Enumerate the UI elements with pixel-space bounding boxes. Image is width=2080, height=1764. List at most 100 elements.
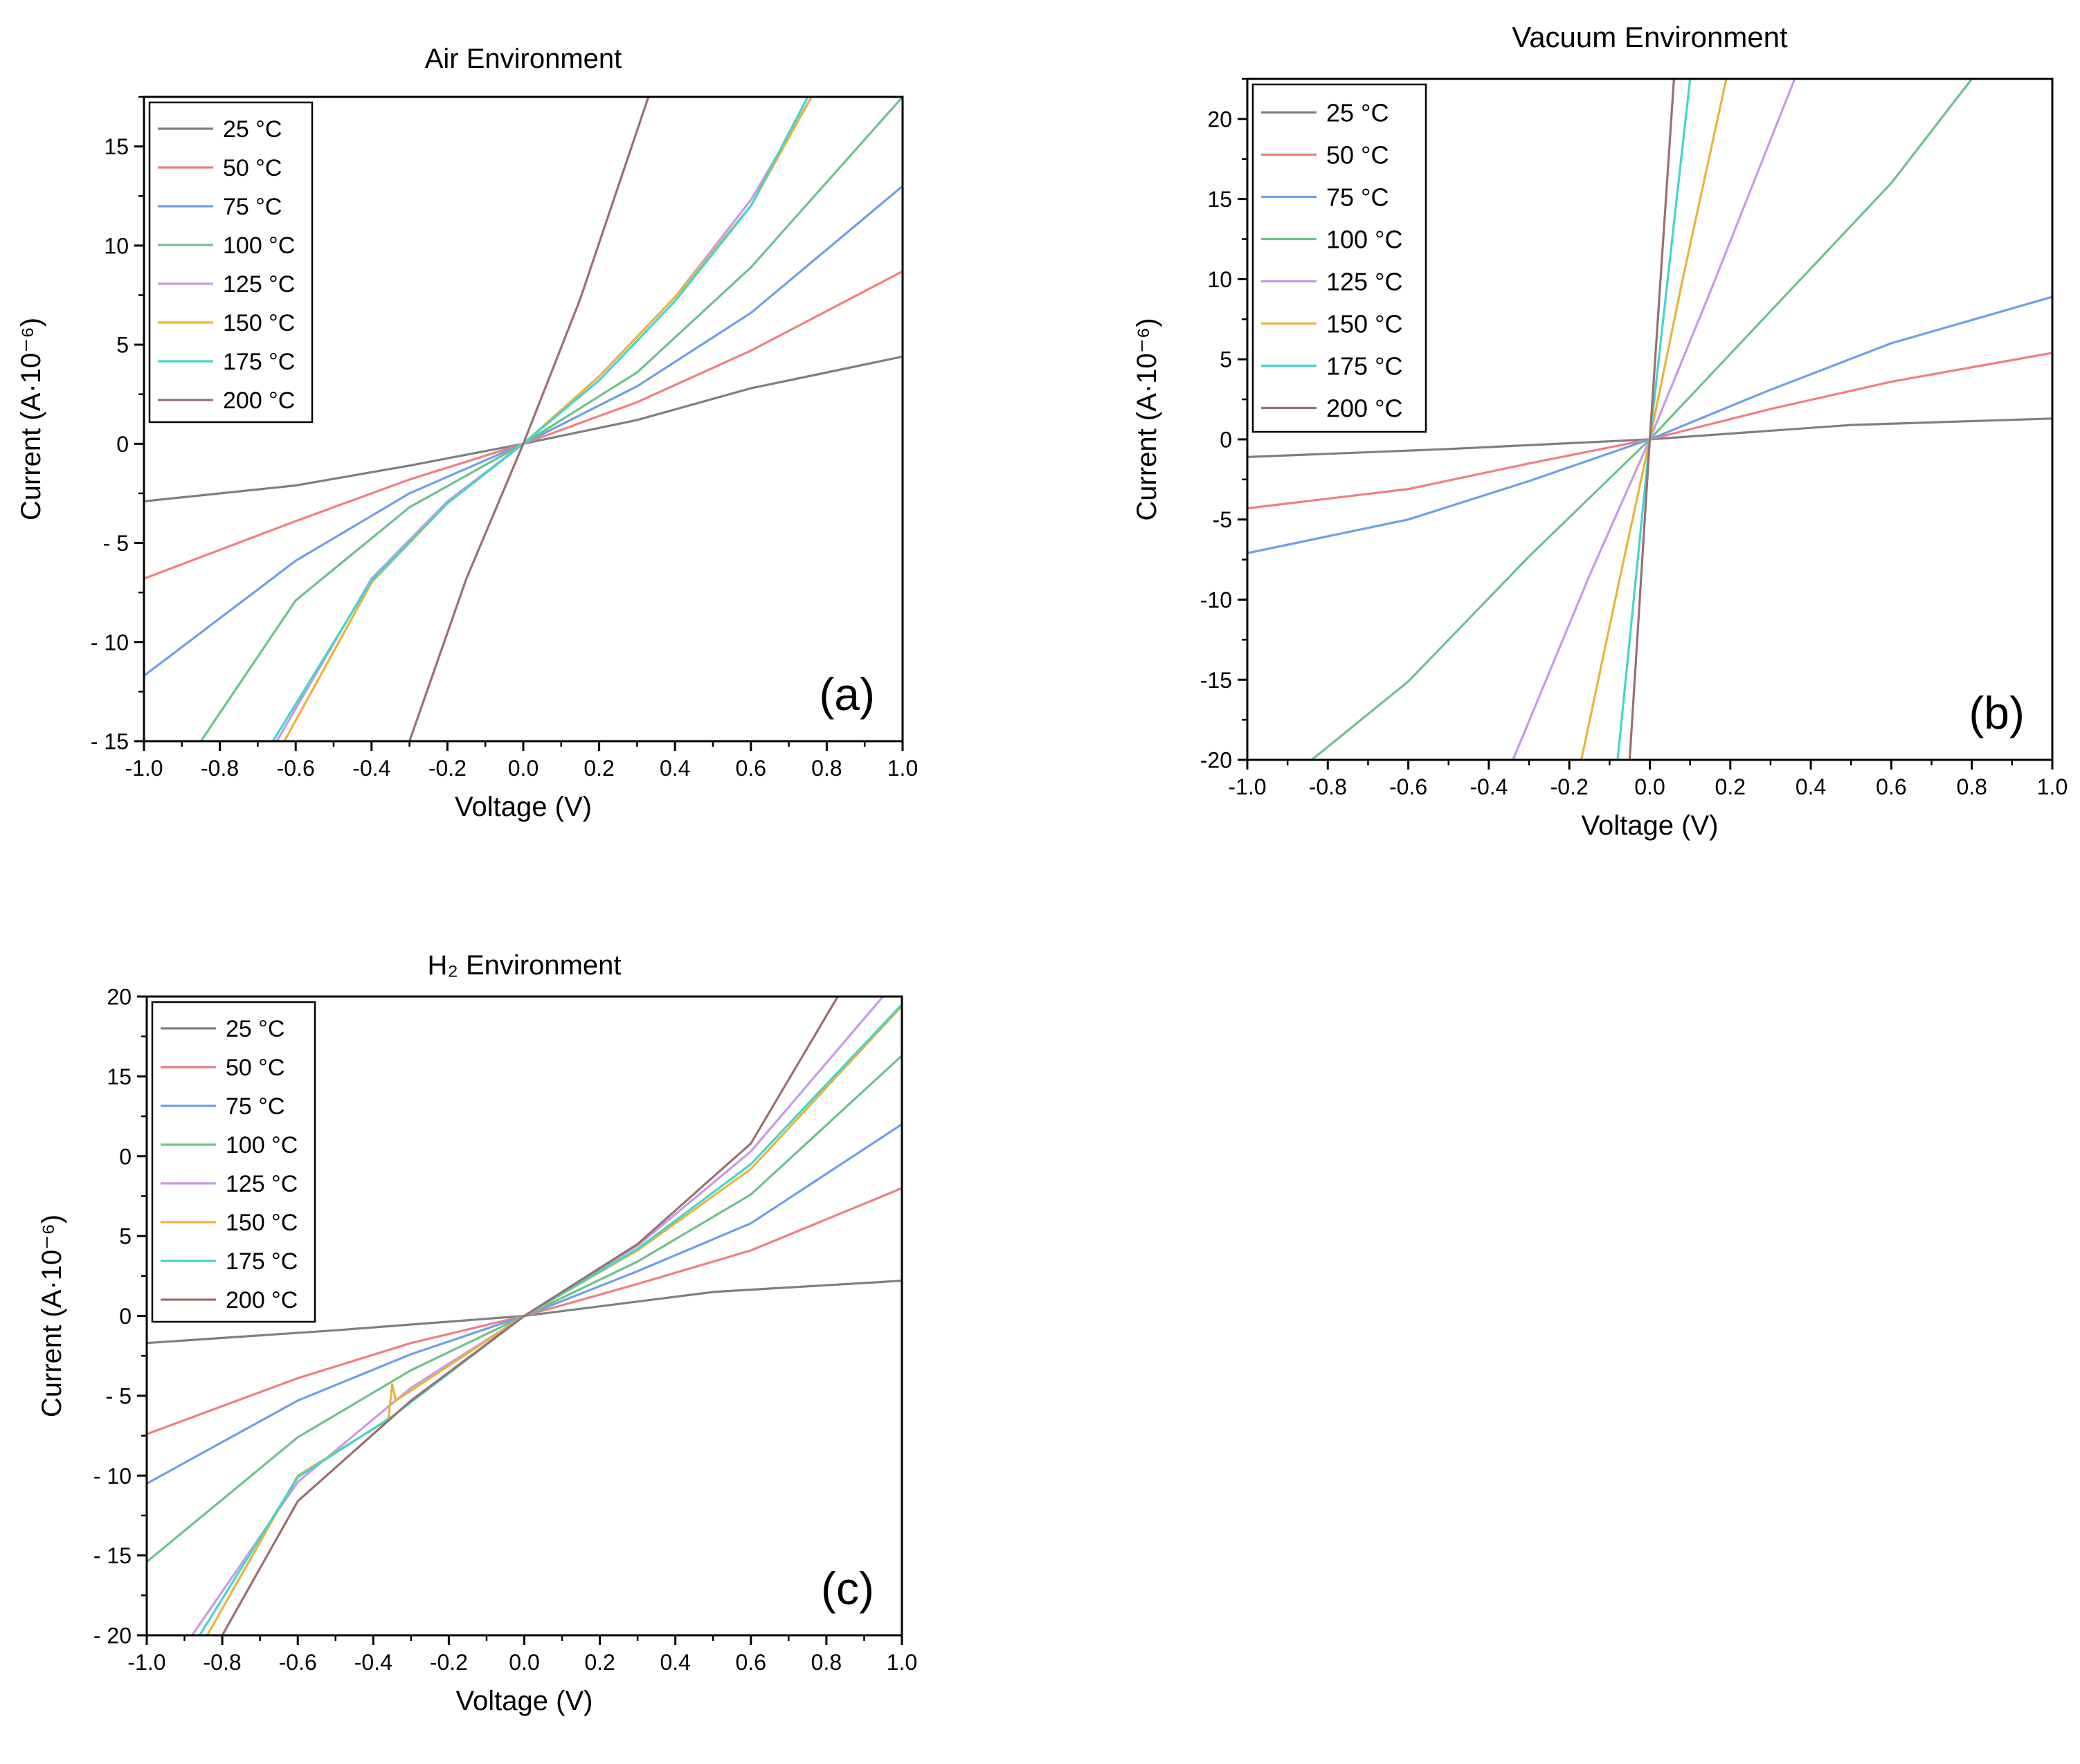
legend-label: 25 °C [223,116,282,143]
x-tick-label: -1.0 [127,1650,165,1675]
x-tick-label: -0.4 [1469,774,1508,799]
y-tick-label: 10 [104,233,129,258]
x-axis-label: Voltage (V) [456,1686,593,1716]
x-tick-label: -1.0 [1228,774,1266,799]
chart-panel-0: -1.0 -0.8 -0.6 -0.4 -0.2 0.0 0.2 0.4 0.6 0.8 1.0 - … [16,44,918,822]
series-line-5 [283,97,813,741]
x-tick-label: 0.2 [1715,774,1746,799]
legend-label: 25 °C [226,1016,284,1042]
x-tick-label: 1.0 [2037,774,2068,799]
legend-box [148,101,314,424]
chart-title: Vacuum Environment [1512,21,1788,53]
legend-label: 100 °C [223,233,295,259]
x-tick-label: 0.8 [811,1650,842,1675]
legend-label: 150 °C [1326,309,1402,338]
x-axis-label: Voltage (V) [1582,810,1719,841]
series-line-6 [271,97,809,741]
y-tick-label: - 15 [91,729,129,754]
y-tick-label: - 20 [93,1624,132,1648]
x-tick-label: 0.0 [508,756,539,781]
legend-label: 150 °C [223,310,295,336]
y-tick-label: 0 [116,432,129,457]
y-tick-label: - 10 [93,1464,132,1489]
legend-label: 50 °C [226,1055,284,1081]
y-tick-label: 20 [1207,107,1232,131]
y-tick-label: 5 [119,1224,132,1249]
y-tick-label: 15 [104,134,129,159]
x-tick-label: -0.2 [1550,774,1589,799]
y-tick-label: - 5 [106,1383,132,1408]
series-group [144,97,903,741]
y-tick-label: 10 [1207,267,1232,292]
legend-label: 200 °C [1326,394,1402,422]
x-tick-label: 0.4 [660,756,690,781]
x-tick-label: -0.8 [204,1650,242,1675]
legend-box [151,1001,316,1323]
panel-label: (b) [1969,687,2025,738]
y-tick-label: - 15 [93,1543,132,1568]
x-tick-label: 0.2 [584,1650,615,1675]
legend-label: 25 °C [1326,98,1389,127]
legend-label: 175 °C [223,349,295,375]
series-group [1247,79,2052,760]
y-axis-label: Current (A·10⁻⁶) [1132,318,1162,520]
x-tick-label: 0.8 [1956,774,1987,799]
x-tick-label: -0.4 [354,1650,392,1675]
legend-label: 175 °C [1326,352,1402,380]
chart-panel-1: -1.0 -0.8 -0.6 -0.4 -0.2 0.0 0.2 0.4 0.6 0.8 1.0 -2… [1132,21,2068,841]
y-tick-label: -20 [1200,748,1232,773]
x-tick-label: -0.2 [430,1650,468,1675]
y-axis-label: Current (A·10⁻⁶) [37,1215,67,1417]
legend: 25 °C 50 °C 75 °C 100 °C 125 °C 150 °C 175 °C 2… [1251,83,1427,433]
x-tick-label: 1.0 [887,756,918,781]
y-tick-label: 0 [119,1304,132,1329]
x-tick-label: 0.8 [811,756,842,781]
legend-label: 75 °C [226,1093,284,1120]
y-tick-label: 5 [116,333,129,358]
legend-label: 75 °C [223,194,282,220]
series-group [147,997,902,1635]
y-tick-label: -5 [1213,507,1232,532]
y-tick-label: -10 [1200,588,1232,612]
y-tick-label: 0 [119,1144,132,1169]
chart-title: Air Environment [425,44,622,74]
x-tick-label: -0.6 [1389,774,1427,799]
y-tick-label: 5 [1220,347,1232,372]
x-axis-label: Voltage (V) [455,792,592,822]
series-line-4 [275,97,813,741]
legend-label: 175 °C [226,1248,298,1275]
x-tick-label: -0.2 [428,756,467,781]
y-tick-label: - 5 [103,531,129,556]
x-tick-label: -0.8 [201,756,239,781]
legend-label: 100 °C [1326,225,1402,253]
legend-label: 125 °C [1326,267,1402,295]
series-line-5 [1580,79,1728,760]
x-tick-label: 0.0 [509,1650,539,1675]
legend-label: 200 °C [226,1287,298,1313]
legend-label: 100 °C [226,1132,298,1158]
x-tick-label: 0.2 [584,756,614,781]
series-line-7 [1628,79,1675,760]
y-tick-label: 15 [107,1064,132,1089]
legend-box [1251,83,1427,433]
x-tick-label: -0.6 [277,756,315,781]
panel-label: (a) [819,669,875,720]
panel-label: (c) [821,1563,874,1614]
x-tick-label: 0.4 [660,1650,690,1675]
x-tick-label: 0.4 [1796,774,1826,799]
legend-label: 200 °C [223,388,295,414]
chart-panel-2: -1.0 -0.8 -0.6 -0.4 -0.2 0.0 0.2 0.4 0.6 0.8 1.0 - … [37,950,917,1716]
x-tick-label: 1.0 [887,1650,917,1675]
y-axis-label: Current (A·10⁻⁶) [16,318,46,520]
legend-label: 50 °C [223,155,282,181]
x-tick-label: -0.6 [279,1650,317,1675]
y-tick-label: 20 [107,985,132,1010]
y-tick-label: -15 [1200,668,1232,693]
x-tick-label: -1.0 [125,756,163,781]
x-tick-label: -0.8 [1309,774,1347,799]
legend-label: 150 °C [226,1210,298,1236]
series-line-7 [408,97,650,741]
x-tick-label: 0.0 [1634,774,1665,799]
x-tick-label: 0.6 [736,756,766,781]
